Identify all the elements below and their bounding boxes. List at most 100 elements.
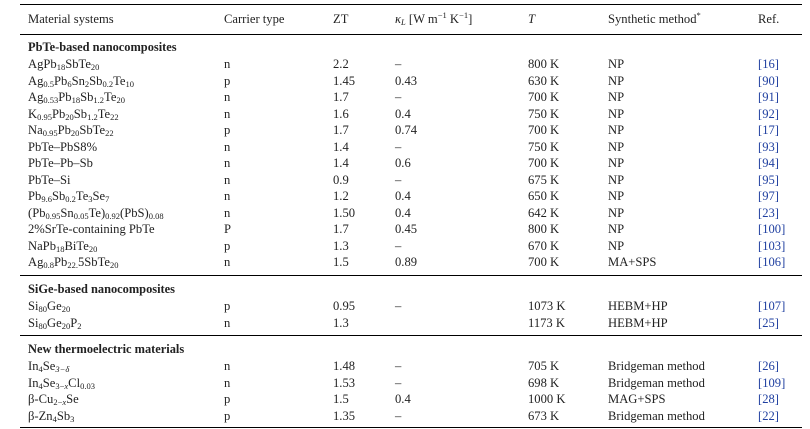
material-cell: In4Se3−xCl0.03 (28, 375, 95, 391)
temperature-cell: 1000 K (528, 392, 566, 406)
table-row: β-Zn4Sb3 p 1.35 – 673 K Bridgeman method [22] (20, 408, 802, 424)
reference-cell[interactable]: [94] (758, 156, 779, 170)
reference-cell[interactable]: [92] (758, 106, 779, 121)
zt-cell: 1.50 (333, 205, 356, 220)
carrier-type-cell: p (224, 392, 231, 406)
kappa-cell: 0.74 (395, 123, 418, 137)
header-material: Material systems (28, 12, 114, 26)
material-cell: Ag0.5Pb6Sn2Sb0.2Te10 (28, 73, 134, 89)
material-cell: NaPb18BiTe20 (28, 238, 98, 254)
method-cell: MA+SPS (608, 255, 657, 269)
reference-cell[interactable]: [22] (758, 408, 779, 423)
section-divider (20, 275, 802, 276)
header-temperature: T (528, 12, 536, 26)
reference-cell[interactable]: [95] (758, 172, 779, 187)
kappa-cell: 0.6 (395, 156, 411, 170)
zt-cell: 1.2 (333, 189, 349, 203)
method-cell: NP (608, 73, 625, 88)
material-cell: 2%SrTe-containing PbTe (28, 222, 155, 236)
reference-cell[interactable]: [25] (758, 315, 779, 330)
reference-cell[interactable]: [106] (758, 255, 786, 269)
zt-cell: 1.7 (333, 123, 349, 137)
reference-cell[interactable]: [90] (758, 73, 779, 88)
carrier-type-cell: n (224, 189, 231, 203)
material-cell: PbTe–PbS8% (28, 139, 98, 154)
kappa-cell: 0.45 (395, 222, 418, 236)
kappa-cell: 0.4 (395, 205, 411, 220)
reference-cell[interactable]: [103] (758, 238, 786, 253)
zt-cell: 1.4 (333, 139, 349, 154)
reference-cell[interactable]: [107] (758, 299, 786, 313)
table-row: Pb9.6Sb0.2Te3Se7 n 1.2 0.4 650 K NP [97] (20, 188, 802, 204)
header-row: Material systems Carrier type ZT κL [W m… (20, 11, 802, 27)
bottom-rule (20, 427, 802, 428)
kappa-cell: – (395, 299, 402, 313)
method-footnote-mark: * (696, 10, 701, 20)
section-title-text: New thermoelectric materials (28, 342, 185, 356)
reference-cell[interactable]: [17] (758, 123, 779, 137)
temperature-cell: 800 K (528, 57, 560, 71)
temperature-cell: 698 K (528, 375, 560, 390)
method-cell: NP (608, 123, 625, 137)
method-cell: NP (608, 238, 625, 253)
section-title-text: PbTe-based nanocomposites (28, 40, 177, 54)
kappa-cell: 0.43 (395, 73, 418, 88)
kappa-exp-2: −1 (459, 10, 469, 20)
material-cell: Pb9.6Sb0.2Te3Se7 (28, 189, 110, 204)
method-cell: NP (608, 189, 625, 203)
reference-cell[interactable]: [109] (758, 375, 786, 390)
reference-cell[interactable]: [100] (758, 222, 786, 236)
method-cell: HEBM+HP (608, 315, 668, 330)
zt-cell: 1.5 (333, 255, 349, 269)
section-title: PbTe-based nanocomposites (20, 39, 802, 55)
method-cell: Bridgeman method (608, 359, 705, 373)
reference-cell[interactable]: [91] (758, 90, 779, 104)
carrier-type-cell: p (224, 408, 231, 423)
material-cell: Ag0.53Pb18Sb1.2Te20 (28, 90, 125, 105)
carrier-type-cell: n (224, 90, 231, 104)
temperature-cell: 750 K (528, 106, 560, 121)
kappa-cell: – (395, 90, 402, 104)
section-title: New thermoelectric materials (20, 341, 802, 357)
material-cell: β-Zn4Sb3 (28, 408, 75, 424)
reference-cell[interactable]: [97] (758, 189, 779, 203)
table-row: β-Cu2−xSe p 1.5 0.4 1000 K MAG+SPS [28] (20, 391, 802, 407)
reference-cell[interactable]: [16] (758, 57, 779, 71)
kappa-subscript: L (401, 17, 406, 27)
section-title-text: SiGe-based nanocomposites (28, 282, 175, 296)
kappa-cell: – (395, 408, 402, 423)
reference-cell[interactable]: [23] (758, 205, 779, 220)
temperature-cell: 673 K (528, 408, 560, 423)
carrier-type-cell: n (224, 57, 231, 71)
carrier-type-cell: n (224, 156, 231, 170)
carrier-type-cell: n (224, 375, 231, 390)
reference-cell[interactable]: [26] (758, 359, 779, 373)
carrier-type-cell: n (224, 106, 231, 121)
table-row: 2%SrTe-containing PbTe P 1.7 0.45 800 K NP [10… (20, 221, 802, 237)
zt-cell: 1.6 (333, 106, 349, 121)
kappa-cell: – (395, 238, 402, 253)
kappa-cell: – (395, 375, 402, 390)
zt-cell: 1.45 (333, 73, 356, 88)
zt-cell: 2.2 (333, 57, 349, 71)
carrier-type-cell: n (224, 205, 231, 220)
table-row: K0.95Pb20Sb1.2Te22 n 1.6 0.4 750 K NP [92] (20, 106, 802, 122)
zt-cell: 1.53 (333, 375, 356, 390)
table-row: (Pb0.95Sn0.05Te)0.92(PbS)0.08 n 1.50 0.4 642… (20, 205, 802, 221)
table-row: Na0.95Pb20SbTe22 p 1.7 0.74 700 K NP [17] (20, 122, 802, 138)
header-zt: ZT (333, 12, 349, 26)
kappa-cell: – (395, 57, 402, 71)
reference-cell[interactable]: [28] (758, 392, 779, 406)
kappa-cell: 0.4 (395, 392, 411, 406)
kappa-cell: 0.4 (395, 106, 411, 121)
zt-cell: 1.3 (333, 238, 349, 253)
zt-cell: 1.5 (333, 392, 349, 406)
temperature-cell: 700 K (528, 156, 560, 170)
table-row: PbTe–Si n 0.9 – 675 K NP [95] (20, 172, 802, 188)
table-row: Si80Ge20 p 0.95 – 1073 K HEBM+HP [107] (20, 298, 802, 314)
zt-cell: 0.95 (333, 299, 356, 313)
reference-cell[interactable]: [93] (758, 139, 779, 154)
table-row: NaPb18BiTe20 p 1.3 – 670 K NP [103] (20, 238, 802, 254)
table-row: PbTe–Pb–Sb n 1.4 0.6 700 K NP [94] (20, 155, 802, 171)
table-row: Si80Ge20P2 n 1.3 1173 K HEBM+HP [25] (20, 315, 802, 331)
